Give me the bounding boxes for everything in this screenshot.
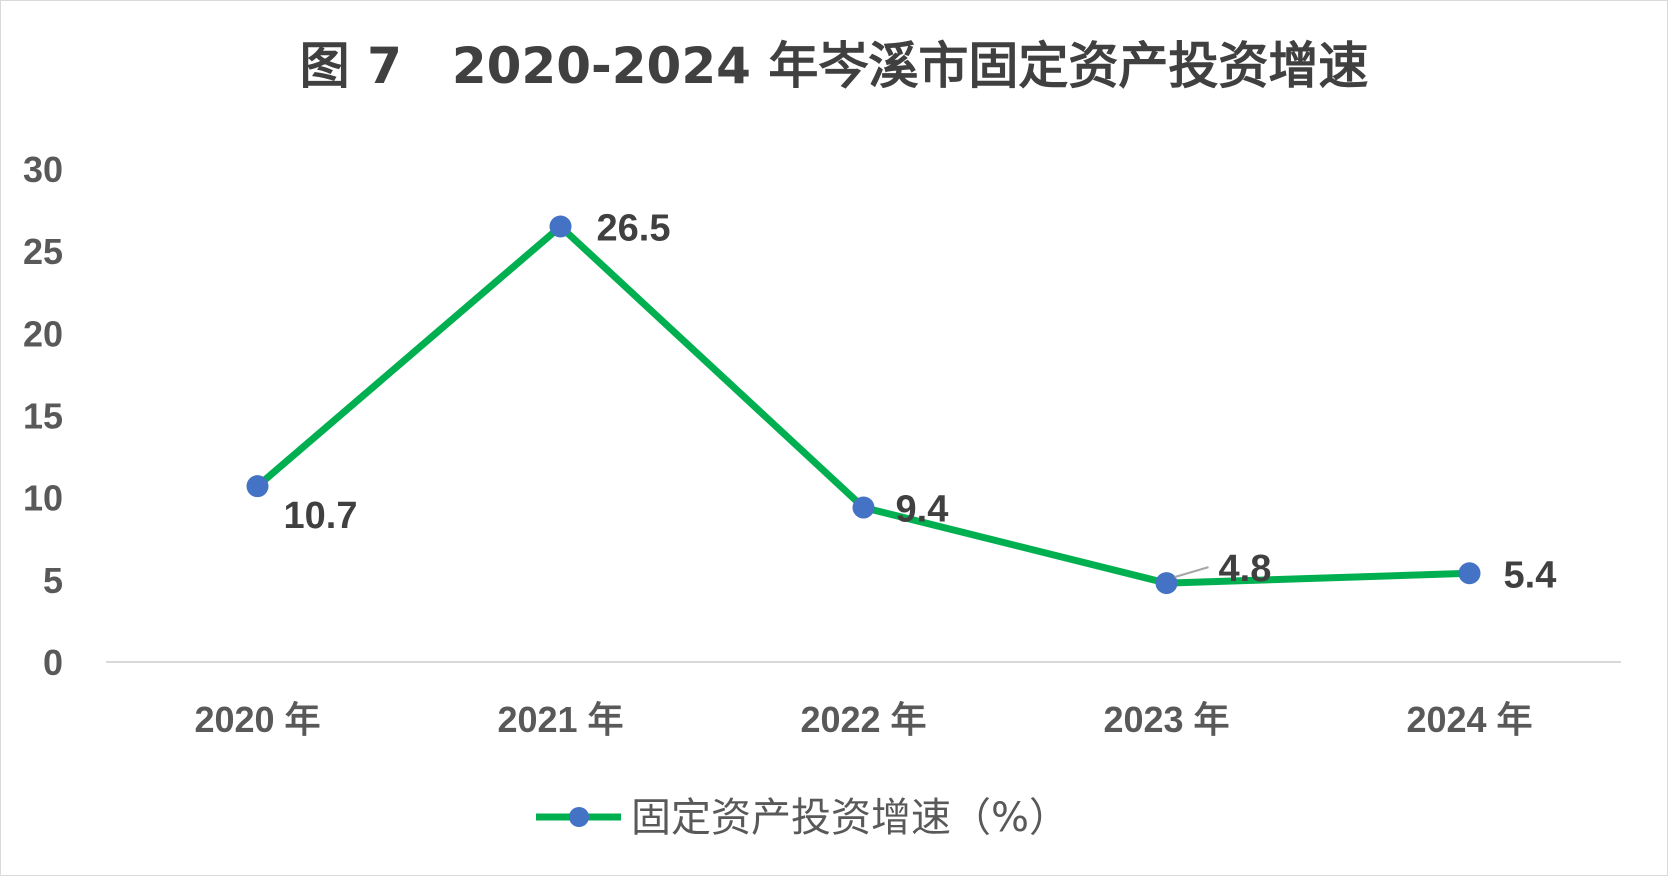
y-tick-label: 15 (23, 396, 63, 437)
y-tick-label: 10 (23, 478, 63, 519)
data-label: 10.7 (284, 495, 358, 537)
y-tick-label: 25 (23, 231, 63, 272)
data-point (852, 496, 875, 519)
x-tick-label: 2022 年 (800, 699, 926, 740)
x-axis: 2020 年 2021 年 2022 年 2023 年 2024 年 (194, 699, 1532, 740)
x-tick-label: 2023 年 (1103, 699, 1229, 740)
data-label: 4.8 (1219, 548, 1272, 590)
y-tick-label: 5 (43, 560, 63, 601)
y-axis: 0 5 10 15 20 25 30 (23, 149, 63, 683)
y-tick-label: 30 (23, 149, 63, 190)
series-line (254, 223, 1473, 587)
data-label: 5.4 (1504, 554, 1557, 596)
data-point (549, 215, 572, 238)
legend-label: 固定资产投资增速（%） (631, 795, 1069, 841)
label-leader-line (1174, 566, 1209, 579)
series-layer (246, 215, 1481, 595)
chart-title: 图 7 2020-2024 年岑溪市固定资产投资增速 (300, 37, 1369, 95)
x-tick-label: 2021 年 (497, 699, 623, 740)
data-point (246, 475, 269, 498)
y-tick-label: 20 (23, 313, 63, 354)
x-tick-label: 2024 年 (1406, 699, 1532, 740)
data-label: 9.4 (896, 489, 949, 531)
x-tick-label: 2020 年 (194, 699, 320, 740)
data-label: 26.5 (597, 208, 671, 250)
data-point (1458, 562, 1481, 585)
y-tick-label: 0 (43, 642, 63, 683)
legend-marker-swatch (569, 807, 589, 827)
legend: 固定资产投资增速（%） (536, 795, 1069, 841)
data-labels: 10.7 26.5 9.4 4.8 5.4 (284, 208, 1557, 597)
data-point (1155, 572, 1178, 595)
